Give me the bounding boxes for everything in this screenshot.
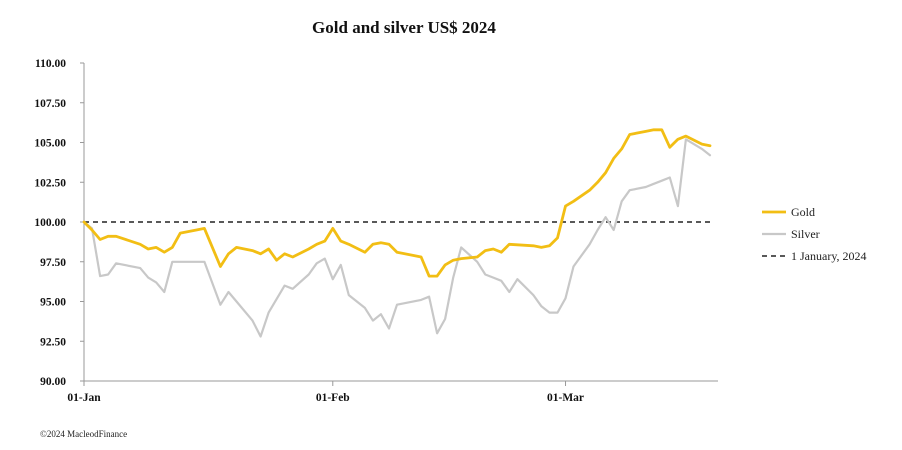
series-line-gold (82, 128, 712, 278)
y-tick-label: 95.00 (40, 297, 66, 309)
y-tick-label: 90.00 (40, 376, 66, 388)
y-tick-label: 100.00 (34, 217, 66, 229)
x-tick-label: 01-Feb (316, 392, 350, 404)
y-tick-label: 102.50 (34, 177, 66, 189)
x-tick-label: 01-Jan (67, 392, 101, 404)
chart-title: Gold and silver US$ 2024 (312, 18, 496, 37)
legend-label: Silver (791, 227, 820, 241)
y-tick-label: 92.50 (40, 336, 66, 348)
copyright-footer: ©2024 MacleodFinance (40, 429, 127, 439)
x-tick-label: 01-Mar (547, 392, 584, 404)
plot-area: 90.00 92.50 95.00 97.50 100.00 102.50 105.00 10… (34, 58, 718, 404)
y-tick-label: 105.00 (34, 138, 66, 150)
series-line-silver (82, 138, 712, 338)
legend: Gold Silver 1 January, 2024 (762, 205, 867, 263)
legend-label: Gold (791, 205, 815, 219)
y-tick-label: 97.50 (40, 257, 66, 269)
y-tick-label: 107.50 (34, 98, 66, 110)
legend-label: 1 January, 2024 (791, 249, 867, 263)
y-tick-label: 110.00 (35, 58, 66, 70)
